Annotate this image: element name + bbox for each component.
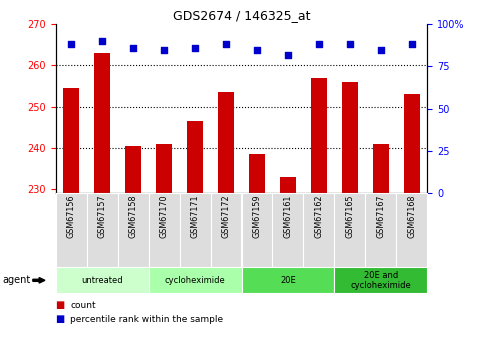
Point — [377, 47, 385, 52]
Text: GDS2674 / 146325_at: GDS2674 / 146325_at — [173, 9, 310, 22]
Text: GSM67171: GSM67171 — [190, 195, 199, 238]
Bar — [156, 144, 172, 193]
Point — [129, 45, 137, 51]
Text: GSM67158: GSM67158 — [128, 195, 138, 238]
Text: cycloheximide: cycloheximide — [165, 276, 226, 285]
Point — [315, 42, 323, 47]
Text: GSM67167: GSM67167 — [376, 195, 385, 238]
Bar — [187, 121, 203, 193]
Text: agent: agent — [2, 275, 30, 285]
Point — [98, 38, 106, 44]
Point — [253, 47, 261, 52]
Bar — [311, 78, 327, 193]
Text: GSM67170: GSM67170 — [159, 195, 169, 238]
Text: count: count — [70, 301, 96, 310]
Point — [408, 42, 416, 47]
Text: 20E and
cycloheximide: 20E and cycloheximide — [351, 270, 412, 290]
Point — [191, 45, 199, 51]
Text: GSM67165: GSM67165 — [345, 195, 355, 238]
Text: GSM67157: GSM67157 — [98, 195, 107, 238]
Text: GSM67162: GSM67162 — [314, 195, 324, 238]
Bar — [218, 92, 234, 193]
Text: GSM67161: GSM67161 — [284, 195, 293, 238]
Bar — [125, 146, 141, 193]
Bar — [63, 88, 79, 193]
Bar — [404, 94, 420, 193]
Point — [160, 47, 168, 52]
Text: percentile rank within the sample: percentile rank within the sample — [70, 315, 223, 324]
Text: 20E: 20E — [280, 276, 296, 285]
Bar — [342, 82, 358, 193]
Text: GSM67159: GSM67159 — [253, 195, 261, 238]
Text: ■: ■ — [56, 314, 65, 324]
Bar — [280, 177, 296, 193]
Bar — [94, 53, 110, 193]
Text: GSM67156: GSM67156 — [67, 195, 75, 238]
Text: GSM67168: GSM67168 — [408, 195, 416, 238]
Point — [222, 42, 230, 47]
Bar — [249, 154, 265, 193]
Text: GSM67172: GSM67172 — [222, 195, 230, 238]
Point — [67, 42, 75, 47]
Point — [346, 42, 354, 47]
Text: untreated: untreated — [81, 276, 123, 285]
Text: ■: ■ — [56, 300, 65, 310]
Bar — [373, 144, 389, 193]
Point — [284, 52, 292, 57]
